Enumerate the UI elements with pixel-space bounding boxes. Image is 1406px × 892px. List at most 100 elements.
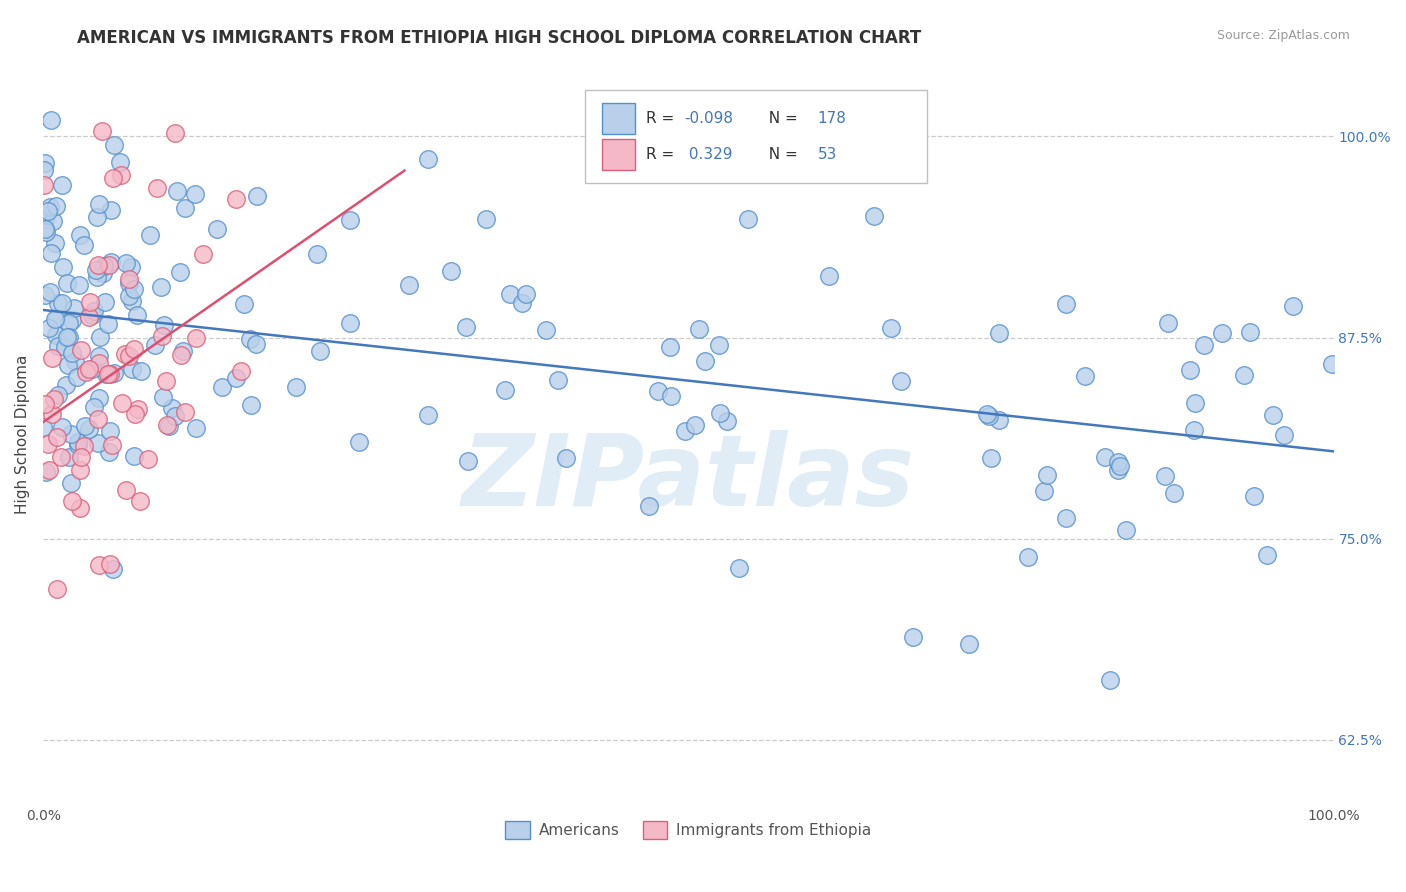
Point [727, 561, 749, 575]
Point [673, 424, 696, 438]
Point [69, 501, 91, 516]
Point [103, 562, 125, 576]
Point [659, 389, 682, 403]
Point [87, 436, 110, 450]
Point [117, 272, 139, 286]
Point [100, 203, 122, 218]
Point [1054, 297, 1077, 311]
Point [305, 247, 328, 261]
Point [44, 199, 66, 213]
Point [55, 377, 77, 392]
Point [90, 123, 112, 137]
Point [100, 557, 122, 571]
Point [87, 558, 110, 572]
Point [46, 296, 69, 310]
Point [156, 417, 179, 432]
Point [46, 582, 69, 596]
Point [67, 438, 90, 452]
Point [32, 163, 55, 178]
Point [60, 346, 83, 360]
Point [416, 408, 439, 422]
Point [440, 264, 463, 278]
Point [515, 286, 537, 301]
Point [87, 196, 110, 211]
Text: ZIPatlas: ZIPatlas [461, 430, 915, 527]
Point [100, 255, 122, 269]
Point [46, 430, 69, 444]
Point [114, 483, 136, 497]
Point [73, 419, 96, 434]
Point [32, 178, 55, 193]
Point [97, 367, 120, 381]
Point [494, 384, 516, 398]
Point [169, 265, 191, 279]
Point [51, 419, 73, 434]
Point [1107, 463, 1129, 477]
Point [37, 436, 59, 450]
Text: 53: 53 [817, 147, 837, 161]
Point [153, 318, 176, 333]
Point [1107, 455, 1129, 469]
Point [150, 329, 173, 343]
Point [1281, 299, 1303, 313]
Point [34, 396, 56, 410]
Point [186, 421, 208, 435]
Point [46, 339, 69, 353]
Point [160, 401, 183, 416]
Point [454, 319, 477, 334]
Text: 178: 178 [817, 111, 846, 126]
Point [980, 450, 1002, 465]
Point [37, 203, 59, 218]
Point [139, 227, 162, 242]
Text: AMERICAN VS IMMIGRANTS FROM ETHIOPIA HIGH SCHOOL DIPLOMA CORRELATION CHART: AMERICAN VS IMMIGRANTS FROM ETHIOPIA HIG… [77, 29, 921, 46]
Point [38, 462, 60, 476]
Point [34, 222, 56, 236]
Point [1153, 469, 1175, 483]
Point [42, 214, 65, 228]
Point [41, 407, 63, 421]
Point [1017, 550, 1039, 565]
Point [44, 235, 66, 250]
Point [118, 289, 141, 303]
Point [45, 328, 67, 343]
Point [77, 362, 100, 376]
Point [1239, 325, 1261, 339]
Point [51, 178, 73, 192]
Point [108, 155, 131, 169]
Point [34, 465, 56, 479]
Point [115, 256, 138, 270]
Point [987, 326, 1010, 340]
Point [1256, 548, 1278, 562]
Point [638, 499, 661, 513]
Point [474, 211, 496, 226]
Point [58, 316, 80, 330]
Text: Source: ZipAtlas.com: Source: ZipAtlas.com [1216, 29, 1350, 42]
Point [1233, 368, 1256, 383]
Point [418, 152, 440, 166]
Point [121, 361, 143, 376]
Point [97, 445, 120, 459]
Point [1182, 423, 1205, 437]
Point [977, 409, 1000, 424]
Point [547, 373, 569, 387]
Point [457, 454, 479, 468]
Point [73, 238, 96, 252]
Point [163, 126, 186, 140]
Point [1163, 486, 1185, 500]
Point [1180, 362, 1202, 376]
Point [683, 418, 706, 433]
Point [818, 269, 841, 284]
Point [67, 277, 90, 292]
Text: -0.098: -0.098 [685, 111, 734, 126]
FancyBboxPatch shape [602, 139, 636, 169]
Point [32, 419, 55, 434]
Point [110, 168, 132, 182]
Point [60, 475, 83, 490]
Point [229, 364, 252, 378]
Point [59, 427, 82, 442]
Point [339, 316, 361, 330]
Point [34, 156, 56, 170]
Point [647, 384, 669, 398]
Point [87, 392, 110, 406]
Point [63, 301, 86, 315]
